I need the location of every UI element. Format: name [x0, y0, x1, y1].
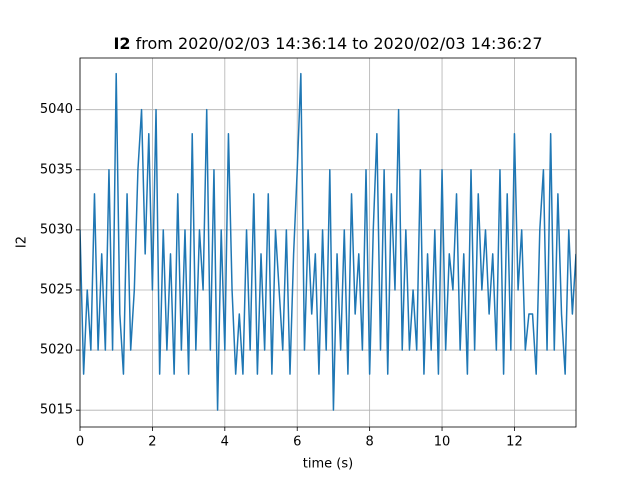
- x-tick-label: 12: [506, 435, 523, 450]
- axes-frame: [79, 57, 577, 428]
- x-tick-label: 8: [365, 435, 373, 450]
- y-axis-label: I2: [15, 236, 30, 248]
- data-line: [80, 72, 576, 411]
- y-tick-label: 5015: [40, 403, 73, 418]
- x-tick-label: 4: [221, 435, 229, 450]
- x-tick-label: 0: [76, 435, 84, 450]
- x-tick-label: 2: [148, 435, 156, 450]
- x-tick-label: 10: [434, 435, 451, 450]
- title-variable: I2: [113, 34, 130, 53]
- y-tick-label: 5035: [40, 162, 73, 177]
- y-tick-label: 5040: [40, 102, 73, 117]
- x-axis-label: time (s): [303, 457, 353, 472]
- plot-area: [79, 58, 576, 427]
- y-tick-label: 5030: [40, 222, 73, 237]
- title-text: from 2020/02/03 14:36:14 to 2020/02/03 1…: [136, 34, 543, 53]
- chart-title: I2 from 2020/02/03 14:36:14 to 2020/02/0…: [113, 34, 542, 53]
- y-tick-label: 5025: [40, 282, 73, 297]
- x-tick-label: 6: [293, 435, 301, 450]
- y-tick-label: 5020: [40, 343, 73, 358]
